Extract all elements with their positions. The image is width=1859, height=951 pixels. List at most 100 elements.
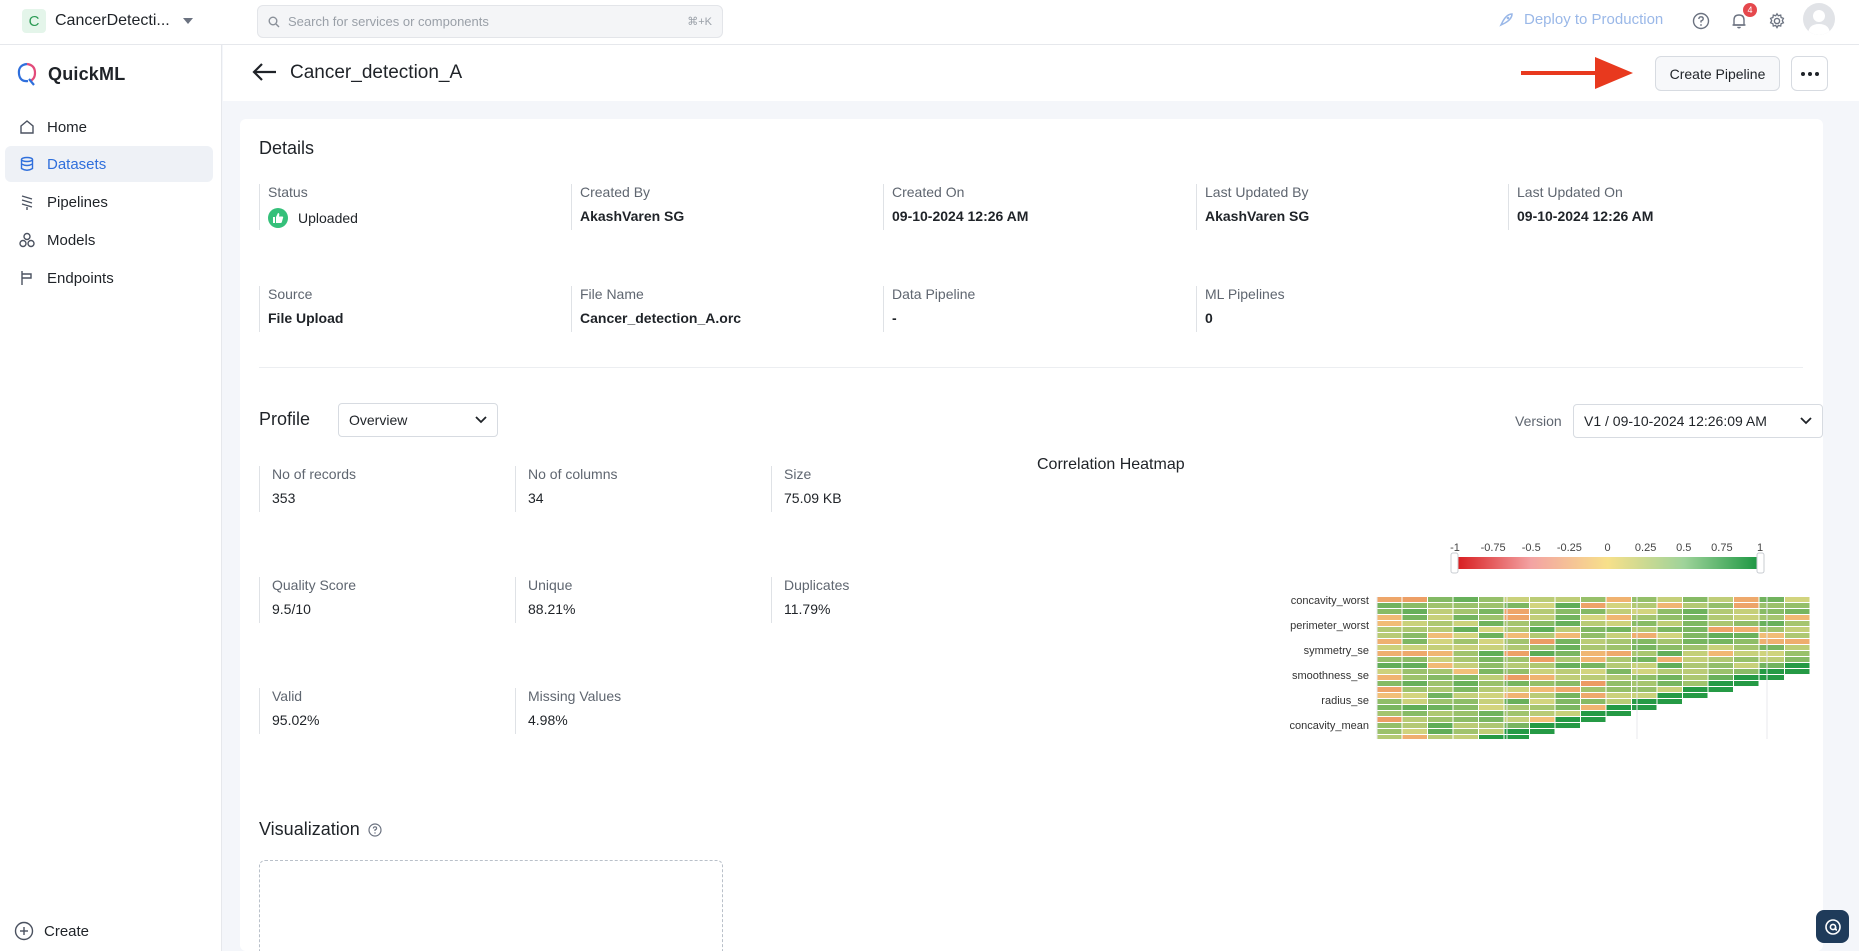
heatmap-cell — [1759, 657, 1784, 662]
user-avatar[interactable] — [1803, 3, 1835, 35]
heatmap-cell — [1453, 657, 1478, 662]
version-select[interactable]: V1 / 09-10-2024 12:26:09 AM — [1573, 404, 1823, 438]
sidebar-item-home[interactable]: Home — [5, 109, 213, 145]
more-options-button[interactable] — [1791, 56, 1828, 91]
data-pipeline-value: - — [892, 310, 897, 326]
heatmap-cell — [1708, 657, 1733, 662]
heatmap-cell — [1734, 633, 1759, 638]
heatmap-cell — [1453, 639, 1478, 644]
stat-value: 4.98% — [528, 712, 568, 728]
back-arrow-icon[interactable] — [251, 61, 277, 83]
create-button[interactable]: Create — [14, 921, 89, 941]
heatmap-cell — [1606, 615, 1631, 620]
correlation-heatmap[interactable]: -1 -0.75 -0.5 -0.25 0 0.25 0.5 0.75 1 concavity_w… — [1030, 499, 1810, 739]
heatmap-cell — [1530, 675, 1555, 680]
heatmap-cell — [1530, 699, 1555, 704]
heatmap-cell — [1504, 609, 1529, 614]
sidebar-item-datasets[interactable]: Datasets — [5, 146, 213, 182]
heatmap-cell — [1657, 603, 1682, 608]
heatmap-cell — [1708, 669, 1733, 674]
profile-view-select[interactable]: Overview — [338, 403, 498, 437]
heatmap-cell — [1708, 681, 1733, 686]
heatmap-cell — [1479, 639, 1504, 644]
heatmap-cell — [1402, 669, 1427, 674]
heatmap-cell — [1453, 609, 1478, 614]
heatmap-cell — [1377, 615, 1402, 620]
create-pipeline-button[interactable]: Create Pipeline — [1655, 56, 1780, 91]
heatmap-cell — [1504, 705, 1529, 710]
status-value: Uploaded — [298, 210, 358, 226]
search-input[interactable]: Search for services or components ⌘+K — [257, 5, 723, 38]
heatmap-cell — [1606, 633, 1631, 638]
last-updated-on-value: 09-10-2024 12:26 AM — [1517, 208, 1654, 224]
heatmap-cell — [1683, 657, 1708, 662]
sidebar-item-pipelines[interactable]: Pipelines — [5, 184, 213, 220]
scale-handle-min[interactable] — [1450, 552, 1459, 574]
heatmap-cell — [1402, 657, 1427, 662]
chat-support-button[interactable] — [1816, 910, 1849, 943]
heatmap-cell — [1632, 663, 1657, 668]
heatmap-cell — [1657, 663, 1682, 668]
deploy-to-production-button[interactable]: Deploy to Production — [1498, 11, 1663, 28]
info-help-icon[interactable] — [368, 822, 382, 837]
heatmap-cell — [1606, 693, 1631, 698]
project-name: CancerDetecti... — [55, 12, 170, 29]
settings-gear-icon[interactable] — [1766, 10, 1788, 32]
project-switcher[interactable]: C CancerDetecti... — [22, 9, 193, 33]
heatmap-cell — [1504, 651, 1529, 656]
heatmap-cell — [1453, 633, 1478, 638]
heatmap-cell — [1530, 639, 1555, 644]
heatmap-cell — [1785, 645, 1810, 650]
heatmap-cell — [1453, 663, 1478, 668]
deploy-label: Deploy to Production — [1524, 11, 1664, 28]
create-label: Create — [44, 922, 90, 940]
sidebar-item-models[interactable]: Models — [5, 222, 213, 258]
heatmap-cell — [1632, 705, 1657, 710]
visualization-drop-area[interactable] — [259, 860, 723, 951]
heatmap-cell — [1428, 663, 1453, 668]
heatmap-cell — [1453, 729, 1478, 734]
heatmap-cell — [1479, 603, 1504, 608]
heatmap-cell — [1555, 663, 1580, 668]
heatmap-cell — [1428, 669, 1453, 674]
sidebar-item-endpoints[interactable]: Endpoints — [5, 260, 213, 296]
heatmap-cell — [1428, 645, 1453, 650]
annotation-arrow-icon — [1521, 57, 1633, 89]
scale-tick-label: -0.25 — [1557, 542, 1582, 554]
heatmap-cell — [1632, 675, 1657, 680]
heatmap-cell — [1453, 699, 1478, 704]
chevron-down-icon — [1800, 417, 1812, 425]
more-dots-icon — [1800, 71, 1819, 76]
heatmap-cell — [1479, 633, 1504, 638]
source-value: File Upload — [268, 310, 344, 326]
heatmap-cell — [1708, 621, 1733, 626]
heatmap-cell — [1479, 615, 1504, 620]
bell-icon[interactable] — [1728, 10, 1750, 32]
heatmap-cell — [1657, 645, 1682, 650]
heatmap-cell — [1555, 609, 1580, 614]
stat-label: Missing Values — [528, 688, 622, 704]
heatmap-cell — [1428, 621, 1453, 626]
chat-icon — [1824, 918, 1841, 935]
status-field: Status Uploaded — [259, 184, 358, 230]
heatmap-cell — [1453, 717, 1478, 722]
heatmap-cell — [1453, 621, 1478, 626]
version-label: Version — [1515, 413, 1562, 429]
scale-handle-max[interactable] — [1756, 552, 1765, 574]
heatmap-cell — [1555, 699, 1580, 704]
heatmap-cell — [1708, 675, 1733, 680]
heatmap-cell — [1428, 627, 1453, 632]
heatmap-cell — [1555, 621, 1580, 626]
heatmap-cell — [1530, 729, 1555, 734]
heatmap-cell — [1785, 609, 1810, 614]
heatmap-cell — [1708, 663, 1733, 668]
heatmap-cell — [1428, 693, 1453, 698]
heatmap-cell — [1555, 615, 1580, 620]
heatmap-cell — [1479, 717, 1504, 722]
heatmap-cell — [1708, 645, 1733, 650]
heatmap-cell — [1581, 627, 1606, 632]
brand[interactable]: QuickML — [16, 62, 125, 86]
help-icon[interactable] — [1690, 10, 1712, 32]
heatmap-cell — [1555, 687, 1580, 692]
heatmap-cell — [1377, 675, 1402, 680]
